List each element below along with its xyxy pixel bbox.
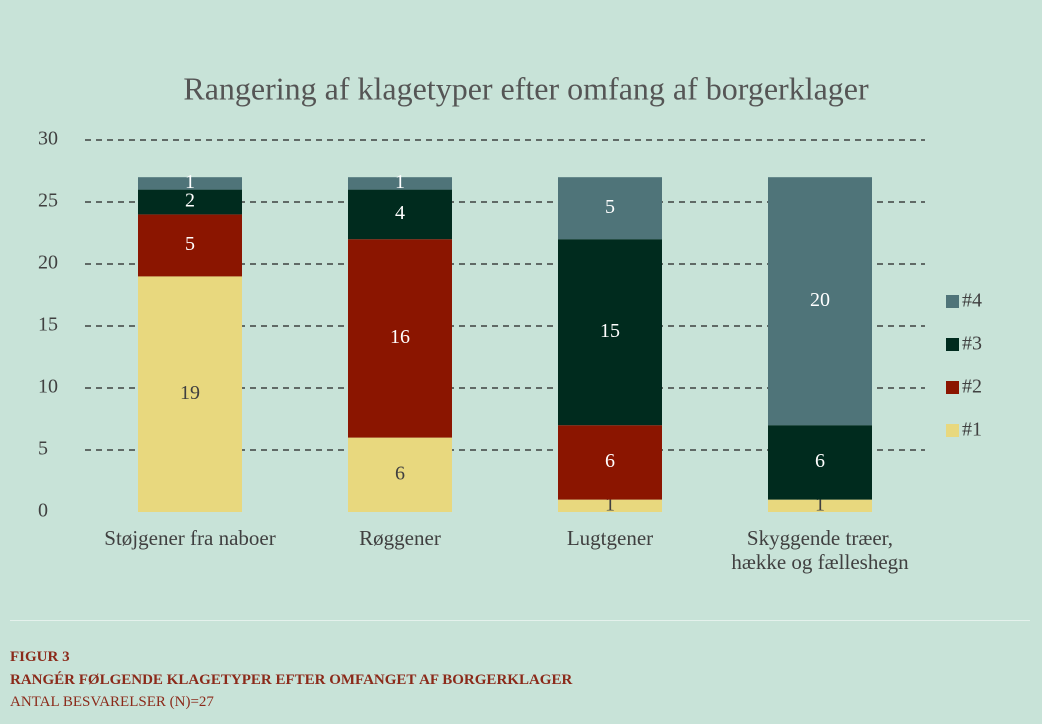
bar-segment [348, 437, 452, 512]
data-label: 1 [605, 493, 615, 515]
data-label: 5 [185, 233, 195, 255]
x-tick-label: Støjgener fra naboer [104, 526, 276, 550]
y-tick-label: 10 [38, 376, 58, 398]
chart-panel [10, 10, 1030, 621]
bar-segment [138, 276, 242, 512]
data-label: 1 [395, 171, 405, 193]
chart-title: Rangering af klagetyper efter omfang af … [183, 70, 869, 106]
bar-segment [768, 177, 872, 426]
data-label: 1 [815, 493, 825, 515]
y-tick-label: 20 [38, 252, 58, 274]
y-tick-label: 15 [38, 314, 58, 336]
y-tick-label: 30 [38, 128, 58, 150]
legend-swatch [946, 338, 959, 351]
bar-segment [348, 177, 452, 190]
legend-label: #2 [962, 376, 982, 398]
y-tick-label: 0 [38, 500, 48, 522]
bar-segment [138, 189, 242, 215]
x-tick-label: Røggener [359, 526, 441, 550]
data-label: 16 [390, 326, 410, 348]
legend-label: #1 [962, 419, 982, 441]
data-label: 6 [605, 450, 615, 472]
legend-label: #3 [962, 333, 982, 355]
data-label: 1 [185, 171, 195, 193]
legend-swatch [946, 381, 959, 394]
bar-segment [138, 177, 242, 190]
bar-segment [348, 239, 452, 438]
x-tick-label: Lugtgener [566, 526, 654, 550]
bar-segment [558, 425, 662, 500]
data-label: 2 [185, 190, 195, 212]
data-label: 20 [810, 289, 830, 311]
legend-swatch [946, 424, 959, 437]
figure-note: ANTAL BESVARELSER (N)=27 [10, 694, 214, 710]
figure-label: FIGUR 3 [10, 649, 70, 665]
data-label: 5 [605, 196, 615, 218]
bar-segment [558, 499, 662, 512]
legend-swatch [946, 295, 959, 308]
data-label: 15 [600, 320, 620, 342]
data-label: 6 [395, 462, 405, 484]
data-label: 4 [395, 202, 405, 224]
bar-segment [348, 189, 452, 240]
y-tick-label: 25 [38, 190, 58, 212]
data-label: 19 [180, 382, 200, 404]
bar-segment [768, 499, 872, 512]
bar-segment [768, 425, 872, 500]
bar-segment [558, 177, 662, 240]
y-tick-label: 5 [38, 438, 48, 460]
x-tick-label: Skyggende træer, hække og fælleshegn [731, 526, 909, 574]
data-label: 6 [815, 450, 825, 472]
bar-segment [138, 214, 242, 277]
bar-segment [558, 239, 662, 426]
figure-heading: RANGÉR FØLGENDE KLAGETYPER EFTER OMFANGE… [10, 672, 573, 688]
legend-label: #4 [962, 290, 982, 312]
